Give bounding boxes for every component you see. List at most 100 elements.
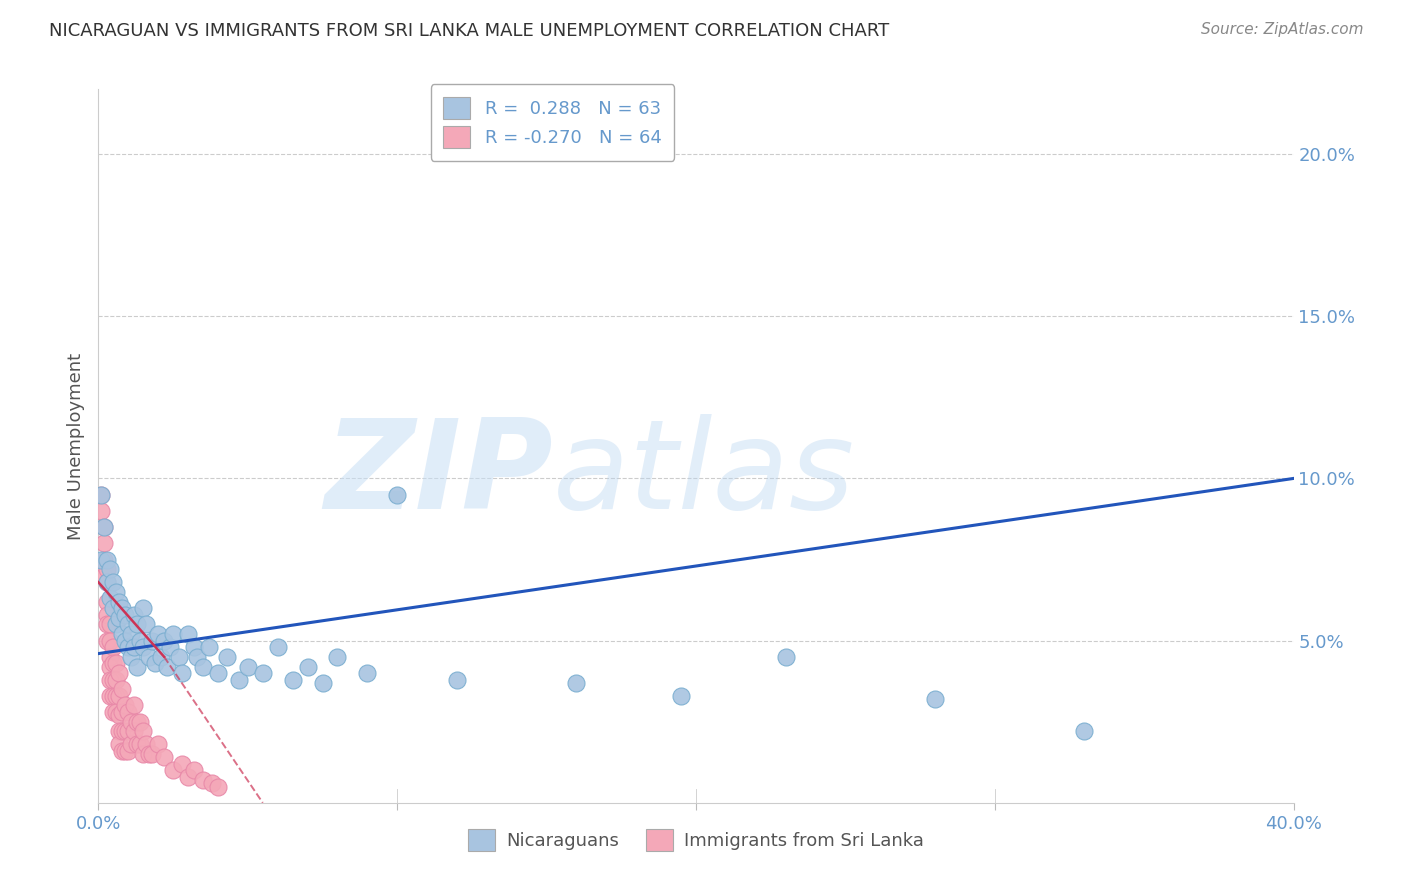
Point — [117, 724, 139, 739]
Point — [186, 649, 208, 664]
Point — [162, 764, 184, 778]
Point — [96, 575, 118, 590]
Point — [267, 640, 290, 654]
Point — [105, 705, 128, 719]
Point — [108, 666, 131, 681]
Point — [93, 520, 115, 534]
Point — [108, 595, 131, 609]
Point — [108, 708, 131, 723]
Point — [132, 640, 155, 654]
Point — [167, 649, 190, 664]
Point — [103, 640, 125, 654]
Text: atlas: atlas — [553, 414, 855, 535]
Point — [96, 562, 118, 576]
Point — [138, 649, 160, 664]
Point — [132, 747, 155, 761]
Point — [177, 627, 200, 641]
Point — [93, 536, 115, 550]
Point — [162, 627, 184, 641]
Point — [228, 673, 250, 687]
Point — [297, 659, 319, 673]
Point — [132, 724, 155, 739]
Point — [775, 649, 797, 664]
Point — [96, 633, 118, 648]
Point — [183, 764, 205, 778]
Text: Source: ZipAtlas.com: Source: ZipAtlas.com — [1201, 22, 1364, 37]
Point — [120, 627, 142, 641]
Point — [108, 611, 131, 625]
Point — [96, 617, 118, 632]
Point — [98, 617, 122, 632]
Text: NICARAGUAN VS IMMIGRANTS FROM SRI LANKA MALE UNEMPLOYMENT CORRELATION CHART: NICARAGUAN VS IMMIGRANTS FROM SRI LANKA … — [49, 22, 890, 40]
Point — [215, 649, 238, 664]
Point — [141, 633, 163, 648]
Point — [236, 659, 259, 673]
Point — [108, 689, 131, 703]
Point — [172, 666, 194, 681]
Point — [156, 659, 179, 673]
Y-axis label: Male Unemployment: Male Unemployment — [66, 352, 84, 540]
Point — [124, 607, 146, 622]
Point — [114, 698, 136, 713]
Point — [124, 698, 146, 713]
Point — [124, 640, 146, 654]
Point — [183, 640, 205, 654]
Point — [669, 689, 692, 703]
Point — [172, 756, 194, 771]
Point — [356, 666, 378, 681]
Point — [446, 673, 468, 687]
Text: ZIP: ZIP — [323, 414, 553, 535]
Point — [103, 601, 125, 615]
Point — [127, 659, 149, 673]
Point — [117, 705, 139, 719]
Point — [93, 568, 115, 582]
Point — [114, 607, 136, 622]
Point — [127, 617, 149, 632]
Point — [105, 673, 128, 687]
Point — [111, 627, 134, 641]
Point — [207, 666, 229, 681]
Point — [1073, 724, 1095, 739]
Point — [105, 657, 128, 671]
Point — [111, 682, 134, 697]
Point — [90, 488, 112, 502]
Point — [127, 714, 149, 729]
Point — [98, 689, 122, 703]
Point — [924, 692, 946, 706]
Point — [103, 689, 125, 703]
Point — [111, 724, 134, 739]
Point — [191, 659, 214, 673]
Point — [96, 607, 118, 622]
Point — [117, 640, 139, 654]
Legend: Nicaraguans, Immigrants from Sri Lanka: Nicaraguans, Immigrants from Sri Lanka — [461, 822, 931, 858]
Point — [326, 649, 349, 664]
Point — [111, 744, 134, 758]
Point — [114, 724, 136, 739]
Point — [111, 601, 134, 615]
Point — [148, 627, 170, 641]
Point — [150, 649, 173, 664]
Point — [96, 552, 118, 566]
Point — [98, 562, 122, 576]
Point — [138, 747, 160, 761]
Point — [98, 591, 122, 606]
Point — [114, 744, 136, 758]
Point — [120, 738, 142, 752]
Point — [141, 747, 163, 761]
Point — [135, 617, 157, 632]
Point — [201, 776, 224, 790]
Point — [117, 617, 139, 632]
Point — [103, 657, 125, 671]
Point — [103, 575, 125, 590]
Point — [98, 633, 122, 648]
Point — [129, 738, 152, 752]
Point — [114, 633, 136, 648]
Point — [90, 488, 112, 502]
Point — [96, 575, 118, 590]
Point — [153, 633, 176, 648]
Point — [105, 585, 128, 599]
Point — [98, 649, 122, 664]
Point — [108, 724, 131, 739]
Point — [385, 488, 409, 502]
Point — [252, 666, 274, 681]
